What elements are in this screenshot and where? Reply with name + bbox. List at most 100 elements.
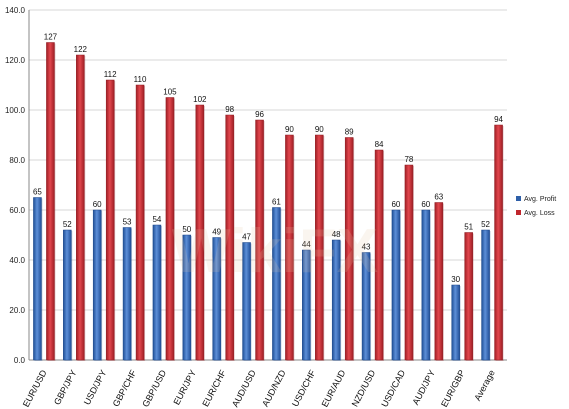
bar-avg-loss (464, 232, 473, 361)
data-label-avg-loss: 89 (345, 128, 354, 137)
bar-avg-profit (63, 229, 72, 361)
bar-avg-loss (494, 124, 503, 361)
bar-avg-loss (225, 114, 234, 361)
y-tick-label: 0.0 (14, 356, 26, 365)
x-tick-label: GBP/JPY (52, 368, 79, 406)
bar-avg-profit (331, 239, 341, 361)
bar-avg-profit (33, 197, 42, 361)
data-label-avg-loss: 78 (404, 155, 413, 164)
bar-avg-profit (421, 209, 431, 361)
y-tick-label: 140.0 (5, 6, 26, 15)
legend-swatch-avg-profit (516, 196, 521, 201)
bar-avg-profit (361, 252, 371, 361)
x-tick-label: USD/JPY (82, 368, 109, 406)
data-label-avg-loss: 51 (464, 223, 473, 232)
bar-avg-profit (152, 224, 162, 361)
bar-avg-loss (255, 119, 264, 361)
bar-avg-profit (451, 284, 460, 361)
data-label-avg-loss: 84 (375, 140, 384, 149)
bar-avg-loss (285, 134, 294, 361)
y-tick-label: 20.0 (9, 306, 25, 315)
data-label-avg-profit: 44 (302, 240, 311, 249)
bar-avg-loss (76, 54, 85, 361)
data-label-avg-profit: 61 (272, 198, 281, 207)
y-tick-labels: 0.0 20.0 40.0 60.0 80.0 100.0 120.0 140.0 (5, 6, 26, 365)
bar-avg-loss (315, 134, 324, 361)
data-label-avg-profit: 48 (332, 230, 341, 239)
x-tick-label: NZD/USD (350, 368, 378, 408)
bar-avg-loss (105, 79, 115, 361)
y-tick-label: 100.0 (5, 106, 26, 115)
data-label-avg-loss: 94 (494, 115, 503, 124)
data-label-avg-profit: 52 (63, 220, 72, 229)
bar-avg-loss (46, 42, 55, 361)
data-label-avg-profit: 60 (93, 200, 102, 209)
data-label-avg-loss: 63 (434, 193, 443, 202)
data-label-avg-loss: 90 (315, 125, 324, 134)
watermark-text: WikiFX (172, 217, 378, 286)
data-label-avg-profit: 65 (33, 188, 42, 197)
bar-avg-loss (195, 104, 205, 361)
data-label-avg-profit: 60 (391, 200, 400, 209)
data-label-avg-profit: 50 (182, 225, 191, 234)
data-labels: 65 127 52 122 60 112 53 110 54 105 50 102 49 98 47 96 61… (33, 33, 504, 285)
data-label-avg-profit: 43 (362, 243, 371, 252)
data-label-avg-loss: 102 (193, 95, 207, 104)
bar-avg-loss (135, 84, 145, 361)
x-tick-label: AUD/USD (230, 368, 258, 409)
data-label-avg-loss: 90 (285, 125, 294, 134)
y-tick-label: 60.0 (9, 206, 25, 215)
data-label-avg-loss: 112 (104, 70, 117, 79)
legend-swatch-avg-loss (516, 210, 521, 215)
bar-avg-profit (481, 229, 490, 361)
data-label-avg-profit: 30 (451, 275, 460, 284)
bars (33, 42, 504, 361)
data-label-avg-loss: 110 (134, 75, 147, 84)
x-tick-label: GBP/CHF (111, 368, 139, 408)
x-tick-label: AUD/NZD (260, 368, 288, 408)
x-tick-label: EUR/AUD (320, 368, 348, 409)
data-label-avg-profit: 47 (242, 233, 251, 242)
y-tick-label: 40.0 (9, 256, 25, 265)
data-label-avg-profit: 52 (481, 220, 490, 229)
x-tick-label: EUR/JPY (171, 368, 198, 406)
x-tick-label: EUR/GBP (439, 368, 467, 408)
data-label-avg-loss: 127 (44, 33, 58, 42)
x-tick-labels: EUR/USD GBP/JPY USD/JPY GBP/CHF GBP/USD EUR/J… (21, 368, 497, 409)
bar-avg-loss (374, 149, 384, 361)
y-tick-label: 80.0 (9, 156, 25, 165)
bar-avg-profit (391, 209, 401, 361)
bar-avg-profit (122, 227, 132, 361)
legend-label-avg-loss: Avg. Loss (524, 210, 555, 217)
data-label-avg-loss: 96 (255, 110, 264, 119)
x-tick-label: Average (472, 368, 496, 402)
data-label-avg-profit: 53 (123, 218, 132, 227)
bar-avg-loss (165, 97, 175, 361)
legend-label-avg-profit: Avg. Profit (524, 196, 556, 203)
x-tick-label: EUR/CHF (200, 368, 228, 408)
bar-avg-profit (272, 207, 281, 361)
bar-avg-profit (212, 237, 221, 361)
bar-avg-loss (344, 137, 354, 361)
bar-avg-loss (404, 164, 414, 361)
x-tick-label: USD/CHF (290, 368, 318, 408)
data-label-avg-profit: 60 (421, 200, 430, 209)
bar-avg-loss (434, 202, 444, 361)
bar-avg-profit (302, 249, 311, 361)
bar-avg-profit (92, 209, 102, 361)
x-tick-label: AUD/JPY (410, 368, 437, 406)
data-label-avg-loss: 105 (163, 88, 177, 97)
x-tick-label: GBP/USD (140, 368, 168, 409)
x-tick-label: EUR/USD (21, 368, 49, 409)
x-tick-label: USD/CAD (379, 368, 407, 409)
data-label-avg-loss: 98 (225, 105, 234, 114)
data-label-avg-profit: 54 (152, 215, 161, 224)
data-label-avg-loss: 122 (74, 45, 88, 54)
legend: Avg. Profit Avg. Loss (516, 196, 556, 217)
bar-avg-profit (182, 234, 192, 361)
bar-avg-profit (242, 242, 251, 361)
data-label-avg-profit: 49 (212, 228, 221, 237)
y-tick-label: 120.0 (5, 56, 26, 65)
